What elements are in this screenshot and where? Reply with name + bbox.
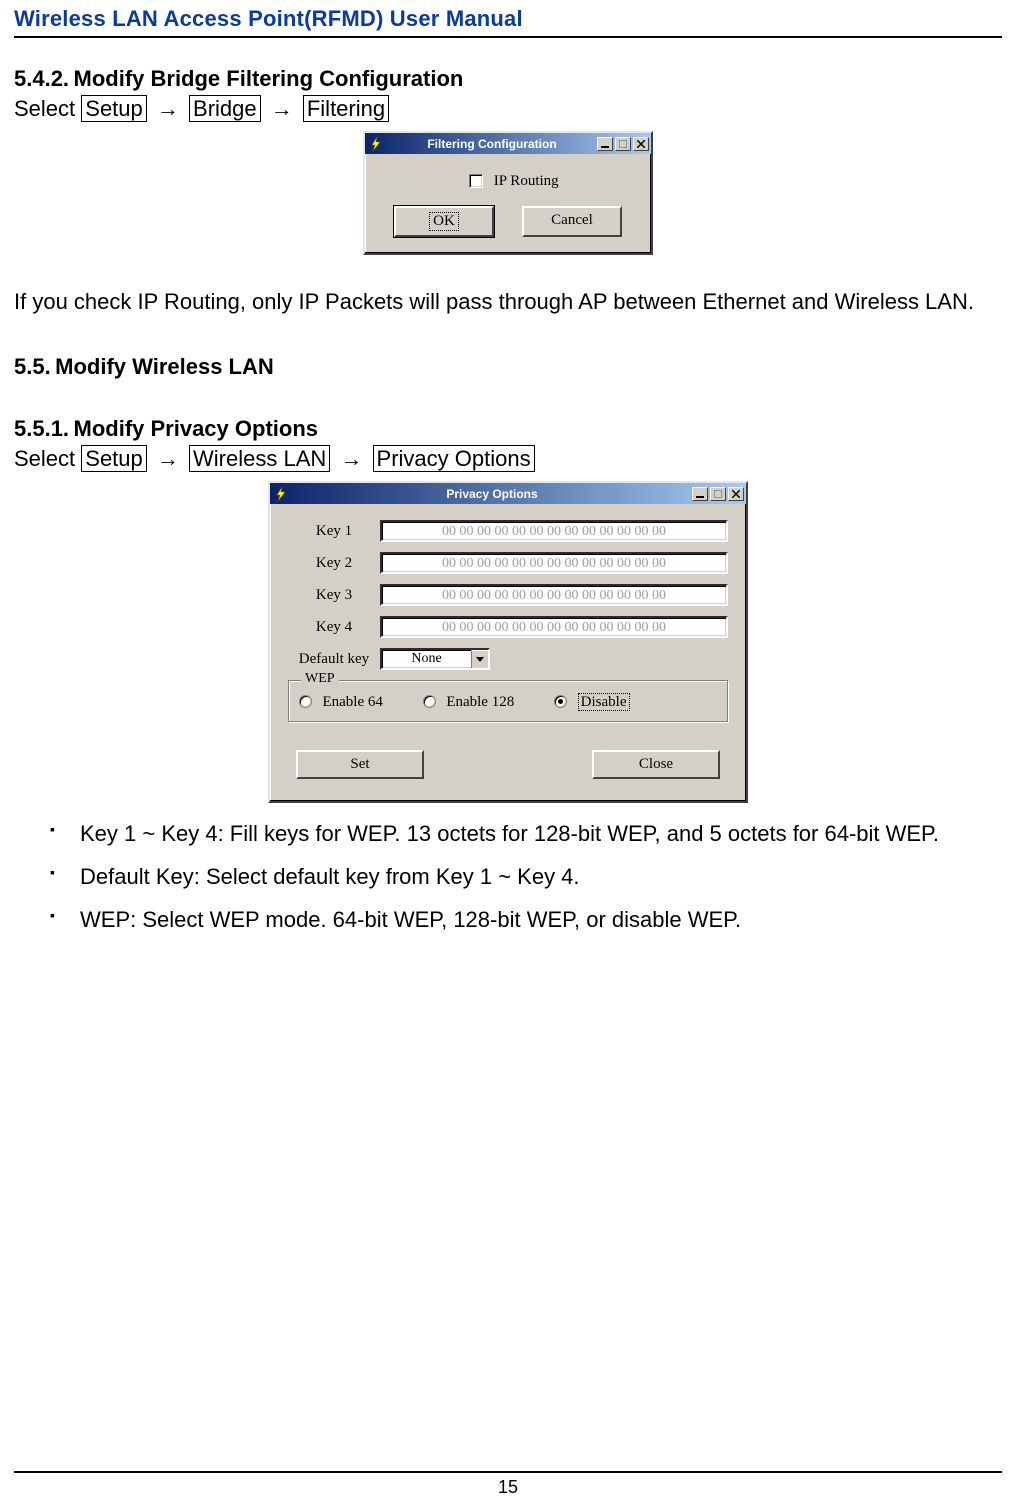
path-setup: Setup xyxy=(81,95,147,122)
lead-prefix: Select xyxy=(14,96,81,121)
wep-disable-radio[interactable] xyxy=(554,695,567,708)
doc-header: Wireless LAN Access Point(RFMD) User Man… xyxy=(14,6,1002,32)
lightning-icon xyxy=(274,487,288,501)
set-button[interactable]: Set xyxy=(296,750,424,779)
wep-enable128-radio[interactable] xyxy=(423,695,436,708)
key2-input[interactable]: 00 00 00 00 00 00 00 00 00 00 00 00 00 xyxy=(380,552,728,574)
privacy-title: Privacy Options xyxy=(292,487,692,501)
header-rule xyxy=(14,36,1002,38)
minimize-icon[interactable] xyxy=(692,487,708,501)
filtering-dialog: Filtering Configuration IP Routing OK Ca… xyxy=(363,131,653,255)
cancel-button[interactable]: Cancel xyxy=(522,206,622,237)
sec-542-title: Modify Bridge Filtering Configuration xyxy=(74,66,464,91)
wep-disable-label: Disable xyxy=(578,693,630,711)
wep-enable64-radio[interactable] xyxy=(299,695,312,708)
chevron-down-icon[interactable] xyxy=(471,650,488,668)
default-key-select[interactable]: None xyxy=(380,648,490,670)
sec-55-title: Modify Wireless LAN xyxy=(55,354,274,379)
key1-label: Key 1 xyxy=(288,523,380,540)
wep-group-label: WEP xyxy=(301,671,339,687)
page-number: 15 xyxy=(498,1477,518,1497)
path-wlan: Wireless LAN xyxy=(189,445,330,472)
key4-label: Key 4 xyxy=(288,619,380,636)
sec-542-num: 5.4.2. xyxy=(14,66,69,91)
sec-551-title: Modify Privacy Options xyxy=(74,416,319,441)
close-icon[interactable] xyxy=(633,137,649,151)
close-icon[interactable] xyxy=(728,487,744,501)
maximize-icon[interactable] xyxy=(615,137,631,151)
filtering-titlebar[interactable]: Filtering Configuration xyxy=(365,133,651,154)
sec-55-num: 5.5. xyxy=(14,354,51,379)
wep-enable128-label: Enable 128 xyxy=(446,694,514,710)
key4-input[interactable]: 00 00 00 00 00 00 00 00 00 00 00 00 00 xyxy=(380,616,728,638)
privacy-bullets: Key 1 ~ Key 4: Fill keys for WEP. 13 oct… xyxy=(50,817,1002,936)
key2-label: Key 2 xyxy=(288,555,380,572)
wep-groupbox: WEP Enable 64 Enable 128 Disable xyxy=(288,680,728,722)
filtering-description: If you check IP Routing, only IP Packets… xyxy=(14,285,1002,318)
key3-input[interactable]: 00 00 00 00 00 00 00 00 00 00 00 00 00 xyxy=(380,584,728,606)
list-item: Default Key: Select default key from Key… xyxy=(50,860,1002,893)
minimize-icon[interactable] xyxy=(597,137,613,151)
page-footer: 15 xyxy=(14,1471,1002,1498)
path-arrow: → xyxy=(153,446,183,471)
path-arrow: → xyxy=(153,96,183,121)
path-arrow: → xyxy=(267,96,297,121)
lightning-icon xyxy=(369,137,383,151)
list-item: Key 1 ~ Key 4: Fill keys for WEP. 13 oct… xyxy=(50,817,1002,850)
path-privacy: Privacy Options xyxy=(373,445,535,472)
close-button[interactable]: Close xyxy=(592,750,720,779)
key3-label: Key 3 xyxy=(288,587,380,604)
default-key-label: Default key xyxy=(288,651,380,668)
ip-routing-label: IP Routing xyxy=(494,173,559,189)
ip-routing-checkbox[interactable] xyxy=(469,174,483,188)
sec-551-num: 5.5.1. xyxy=(14,416,69,441)
privacy-dialog: Privacy Options Key 1 00 00 00 00 00 00 … xyxy=(268,481,748,803)
list-item: WEP: Select WEP mode. 64-bit WEP, 128-bi… xyxy=(50,903,1002,936)
path-filtering: Filtering xyxy=(303,95,389,122)
path-bridge: Bridge xyxy=(189,95,261,122)
lead-prefix: Select xyxy=(14,446,81,471)
path-arrow: → xyxy=(336,446,366,471)
default-key-value: None xyxy=(382,651,471,667)
sec-542-lead: Select Setup → Bridge → Filtering xyxy=(14,92,1002,125)
sec-551-lead: Select Setup → Wireless LAN → Privacy Op… xyxy=(14,442,1002,475)
footer-rule xyxy=(14,1471,1002,1473)
path-setup: Setup xyxy=(81,445,147,472)
ok-button[interactable]: OK xyxy=(394,206,494,237)
maximize-icon[interactable] xyxy=(710,487,726,501)
key1-input[interactable]: 00 00 00 00 00 00 00 00 00 00 00 00 00 xyxy=(380,520,728,542)
wep-enable64-label: Enable 64 xyxy=(322,694,382,710)
privacy-titlebar[interactable]: Privacy Options xyxy=(270,483,746,504)
filtering-title: Filtering Configuration xyxy=(387,137,597,151)
